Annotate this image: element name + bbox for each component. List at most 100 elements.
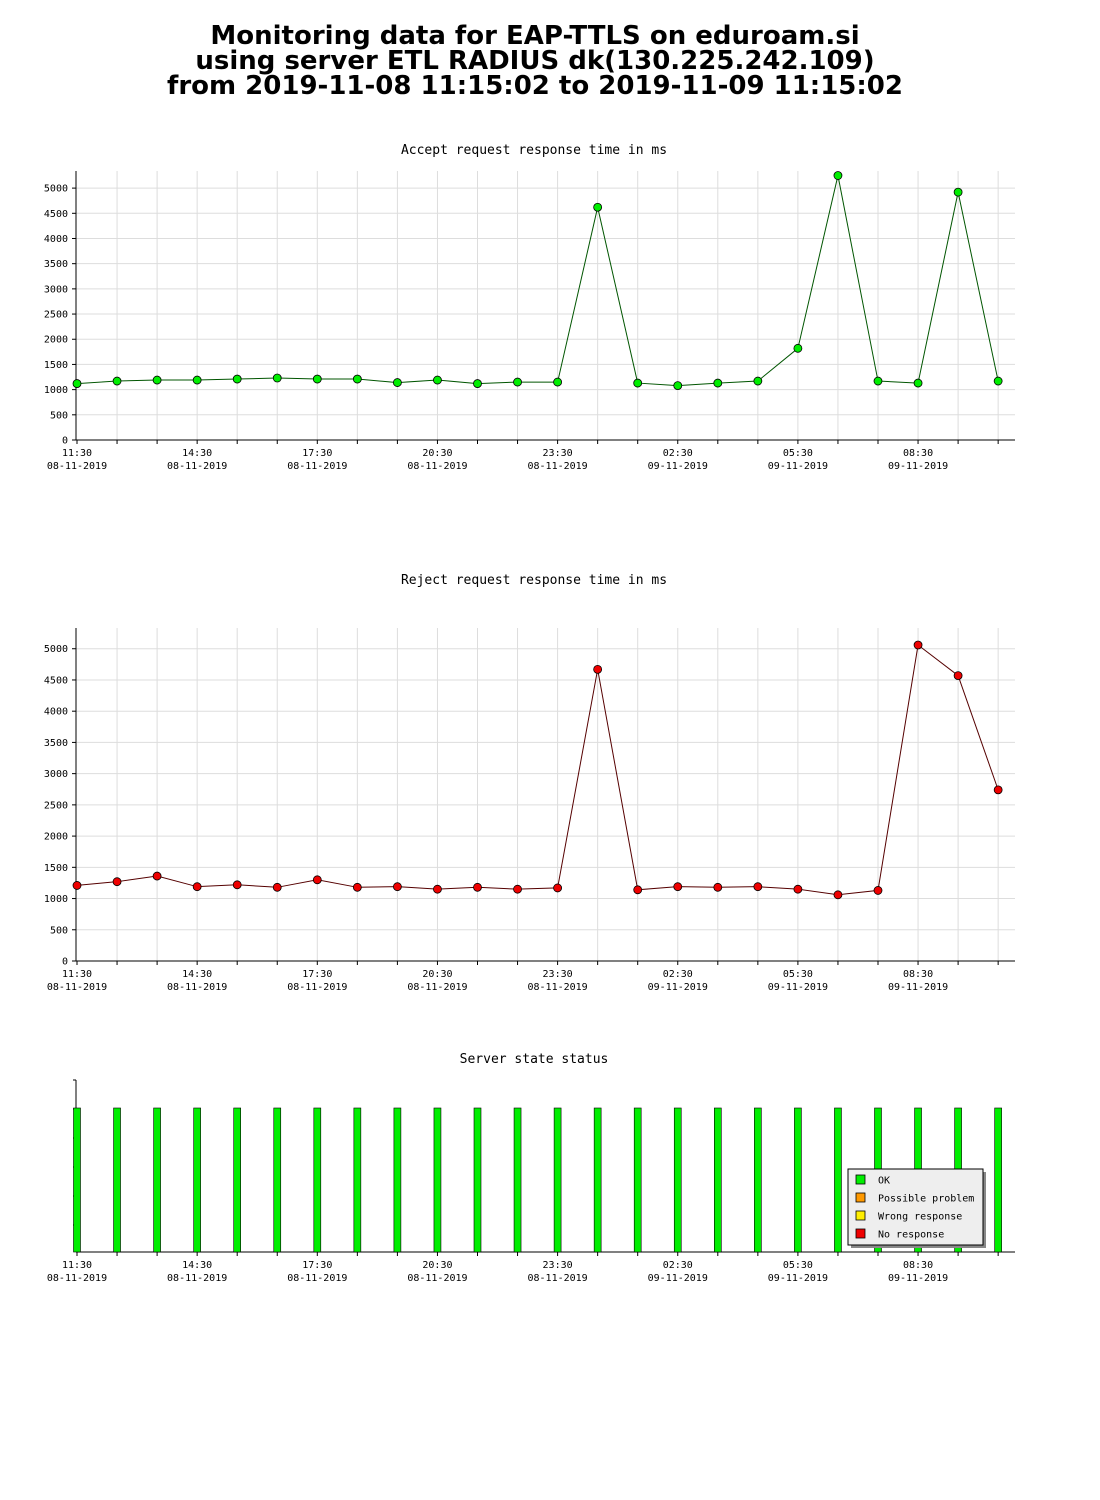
accept-y-tick-label: 5000	[44, 184, 68, 195]
accept-x-tick-time: 05:30	[783, 448, 813, 459]
state-bar	[393, 1107, 402, 1253]
server-state-chart: Server state status 11:30 08-11-2019 14:30…	[47, 1052, 1015, 1284]
reject-data-point	[352, 882, 362, 892]
state-x-tick-date: 09-11-2019	[768, 1273, 828, 1284]
accept-x-tick-time: 14:30	[182, 448, 212, 459]
state-bar	[994, 1107, 1002, 1253]
state-bar	[473, 1107, 482, 1253]
reject-series-line	[76, 644, 999, 896]
reject-y-tick-label: 4500	[44, 675, 68, 686]
accept-data-point	[873, 376, 883, 386]
accept-data-point	[473, 379, 482, 388]
state-bar	[513, 1107, 522, 1253]
state-bar	[353, 1107, 362, 1253]
reject-data-point	[553, 883, 562, 893]
accept-data-point	[392, 378, 402, 387]
state-bar	[193, 1107, 201, 1253]
state-bar	[313, 1107, 322, 1253]
reject-x-tick-time: 11:30	[62, 969, 92, 980]
reject-data-point	[72, 881, 82, 890]
accept-y-tick-label: 4500	[44, 209, 68, 220]
reject-x-tick-date: 09-11-2019	[768, 982, 828, 993]
state-legend-swatch	[855, 1228, 866, 1239]
accept-x-tick-time: 23:30	[543, 448, 573, 459]
reject-data-point	[152, 871, 162, 881]
state-legend-swatch	[855, 1210, 866, 1221]
page-title: Monitoring data for EAP-TTLS on eduroam.…	[0, 23, 1070, 101]
state-x-tick-date: 08-11-2019	[407, 1273, 467, 1284]
accept-x-tick-date: 08-11-2019	[287, 461, 347, 472]
accept-chart-title: Accept request response time in ms	[401, 143, 667, 158]
reject-x-tick-time: 17:30	[302, 969, 332, 980]
accept-y-tick-label: 1000	[44, 385, 68, 396]
state-x-tick-date: 09-11-2019	[888, 1273, 948, 1284]
reject-x-tick-date: 08-11-2019	[47, 982, 107, 993]
reject-data-point	[312, 875, 322, 885]
accept-y-tick-label: 2000	[44, 335, 68, 346]
accept-y-tick-label: 1500	[44, 360, 68, 371]
state-x-tick-time: 08:30	[903, 1260, 933, 1271]
state-x-tick-date: 09-11-2019	[648, 1273, 708, 1284]
reject-y-tick-label: 2000	[44, 832, 68, 843]
accept-y-tick-label: 0	[62, 436, 68, 447]
state-bar	[553, 1107, 562, 1253]
reject-data-point	[112, 877, 122, 887]
reject-response-chart: Reject request response time in ms 0 500 1…	[44, 573, 1015, 993]
reject-series	[72, 640, 1003, 900]
state-legend-swatch	[855, 1174, 866, 1185]
state-x-tick-time: 02:30	[663, 1260, 693, 1271]
accept-x-tick-date: 09-11-2019	[888, 461, 948, 472]
reject-data-point	[232, 880, 242, 890]
reject-data-point	[953, 671, 963, 680]
accept-x-tick-time: 08:30	[903, 448, 933, 459]
state-bar	[433, 1107, 442, 1253]
state-legend-label: Wrong response	[878, 1212, 962, 1223]
accept-data-point	[913, 378, 923, 388]
reject-x-tick-time: 08:30	[903, 969, 933, 980]
state-x-tick-time: 23:30	[543, 1260, 573, 1271]
reject-data-point	[833, 890, 843, 900]
accept-data-point	[633, 378, 643, 388]
reject-y-tick-label: 3500	[44, 738, 68, 749]
state-bar	[273, 1107, 282, 1253]
state-x-tick-time: 20:30	[422, 1260, 452, 1271]
accept-data-point	[953, 187, 963, 197]
accept-data-point	[993, 376, 1003, 386]
reject-x-tick-time: 14:30	[182, 969, 212, 980]
reject-x-tick-time: 02:30	[663, 969, 693, 980]
reject-grid	[76, 628, 1015, 961]
accept-series	[72, 171, 1003, 390]
accept-x-tick-time: 20:30	[422, 448, 452, 459]
accept-x-tick-date: 08-11-2019	[167, 461, 227, 472]
state-legend: OK Possible problem Wrong response No respo…	[847, 1168, 986, 1248]
state-bar	[153, 1107, 161, 1253]
reject-y-tick-label: 0	[62, 957, 68, 968]
accept-x-tick-time: 17:30	[302, 448, 332, 459]
reject-data-point	[473, 882, 482, 892]
state-x-tick-time: 05:30	[783, 1260, 813, 1271]
state-bar	[673, 1107, 682, 1253]
accept-data-point	[753, 376, 763, 386]
state-x-tick-time: 14:30	[182, 1260, 212, 1271]
state-bar	[113, 1107, 121, 1253]
reject-y-tick-label: 3000	[44, 769, 68, 780]
reject-chart-title: Reject request response time in ms	[401, 573, 667, 588]
reject-data-point	[433, 884, 442, 894]
reject-y-tick-label: 1000	[44, 894, 68, 905]
accept-data-point	[673, 381, 683, 390]
accept-data-point	[112, 376, 122, 386]
reject-x-tick-date: 08-11-2019	[527, 982, 587, 993]
reject-x-tick-date: 08-11-2019	[287, 982, 347, 993]
state-bar	[754, 1107, 762, 1253]
accept-y-tick-label: 500	[50, 410, 68, 421]
state-bar	[834, 1107, 842, 1253]
accept-data-point	[352, 374, 362, 384]
accept-x-tick-date: 09-11-2019	[648, 461, 708, 472]
title-line-3: from 2019-11-08 11:15:02 to 2019-11-09 1…	[167, 71, 903, 101]
reject-y-tick-label: 2500	[44, 800, 68, 811]
accept-y-tick-label: 3500	[44, 259, 68, 270]
reject-y-tick-label: 500	[50, 925, 68, 936]
accept-x-tick-time: 11:30	[62, 448, 92, 459]
accept-y-tick-label: 4000	[44, 234, 68, 245]
